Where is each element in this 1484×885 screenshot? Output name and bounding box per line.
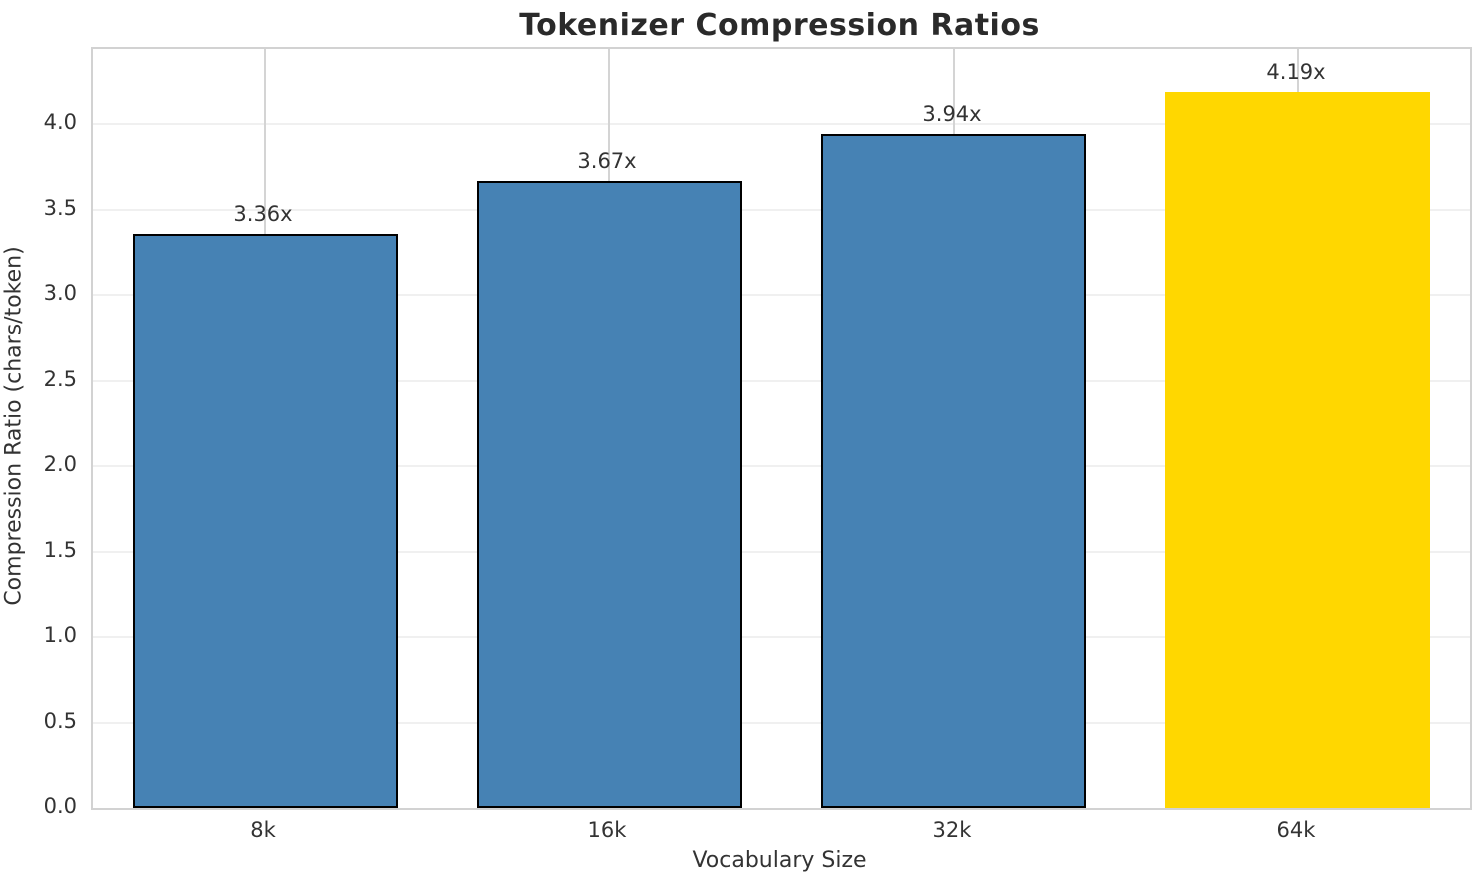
y-tick-label: 3.5 [43, 196, 77, 220]
y-tick-label: 3.0 [43, 281, 77, 305]
h-gridline [93, 294, 1470, 297]
bar-16k [477, 181, 742, 808]
bar-value-label: 4.19x [1266, 60, 1326, 84]
x-tick-label-8k: 8k [250, 818, 276, 842]
y-tick-label: 0.5 [43, 709, 77, 733]
chart-title: Tokenizer Compression Ratios [519, 8, 1040, 43]
bar-32k [821, 134, 1086, 808]
y-tick-label: 2.5 [43, 367, 77, 391]
h-gridline [93, 379, 1470, 382]
bar-8k [133, 234, 398, 808]
h-gridline [93, 465, 1470, 468]
x-axis-label: Vocabulary Size [692, 848, 867, 873]
x-tick-label-64k: 64k [1276, 818, 1316, 842]
plot-area [91, 47, 1472, 810]
h-gridline [93, 721, 1470, 724]
h-gridline [93, 208, 1470, 211]
bar-value-label: 3.36x [233, 202, 293, 226]
h-gridline [93, 550, 1470, 553]
h-gridline [93, 123, 1470, 126]
bar-value-label: 3.67x [577, 149, 637, 173]
h-gridline [93, 636, 1470, 639]
bar-value-label: 3.94x [922, 102, 982, 126]
x-tick-label-32k: 32k [932, 818, 972, 842]
y-tick-label: 2.0 [43, 452, 77, 476]
y-tick-label: 4.0 [43, 110, 77, 134]
x-tick-label-16k: 16k [587, 818, 627, 842]
y-axis-label: Compression Ratio (chars/token) [1, 246, 27, 606]
y-tick-label: 0.0 [43, 794, 77, 818]
y-tick-label: 1.5 [43, 538, 77, 562]
y-tick-label: 1.0 [43, 623, 77, 647]
bar-64k [1165, 92, 1430, 808]
